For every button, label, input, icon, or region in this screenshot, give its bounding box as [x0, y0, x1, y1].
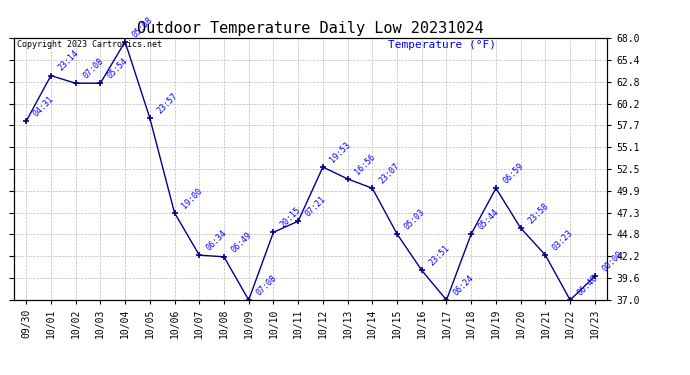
Title: Outdoor Temperature Daily Low 20231024: Outdoor Temperature Daily Low 20231024: [137, 21, 484, 36]
Text: 07:08: 07:08: [254, 273, 278, 297]
Text: 23:14: 23:14: [57, 49, 81, 73]
Text: 06:24: 06:24: [452, 273, 476, 297]
Text: 19:00: 19:00: [180, 186, 204, 210]
Text: 05:44: 05:44: [477, 207, 501, 231]
Text: 23:51: 23:51: [427, 243, 451, 268]
Text: 06:49: 06:49: [230, 230, 253, 254]
Text: 23:07: 23:07: [378, 161, 402, 186]
Text: 16:56: 16:56: [353, 152, 377, 176]
Text: 20:15: 20:15: [279, 206, 303, 230]
Text: 06:59: 06:59: [502, 161, 526, 186]
Text: 00:00: 00:00: [600, 249, 624, 273]
Text: 06:34: 06:34: [205, 228, 229, 252]
Text: 05:03: 05:03: [402, 207, 426, 231]
Text: 23:58: 23:58: [526, 201, 550, 225]
Text: 04:31: 04:31: [32, 94, 56, 118]
Text: 19:53: 19:53: [328, 140, 353, 164]
Text: 05:08: 05:08: [130, 15, 155, 39]
Text: 05:54: 05:54: [106, 56, 130, 81]
Text: Temperature (°F): Temperature (°F): [388, 40, 495, 50]
Text: Copyright 2023 Cartronics.net: Copyright 2023 Cartronics.net: [17, 40, 161, 49]
Text: 03:23: 03:23: [551, 228, 575, 252]
Text: 06:46: 06:46: [575, 273, 600, 297]
Text: 07:21: 07:21: [304, 194, 328, 219]
Text: 23:57: 23:57: [155, 91, 179, 115]
Text: 07:08: 07:08: [81, 56, 105, 81]
